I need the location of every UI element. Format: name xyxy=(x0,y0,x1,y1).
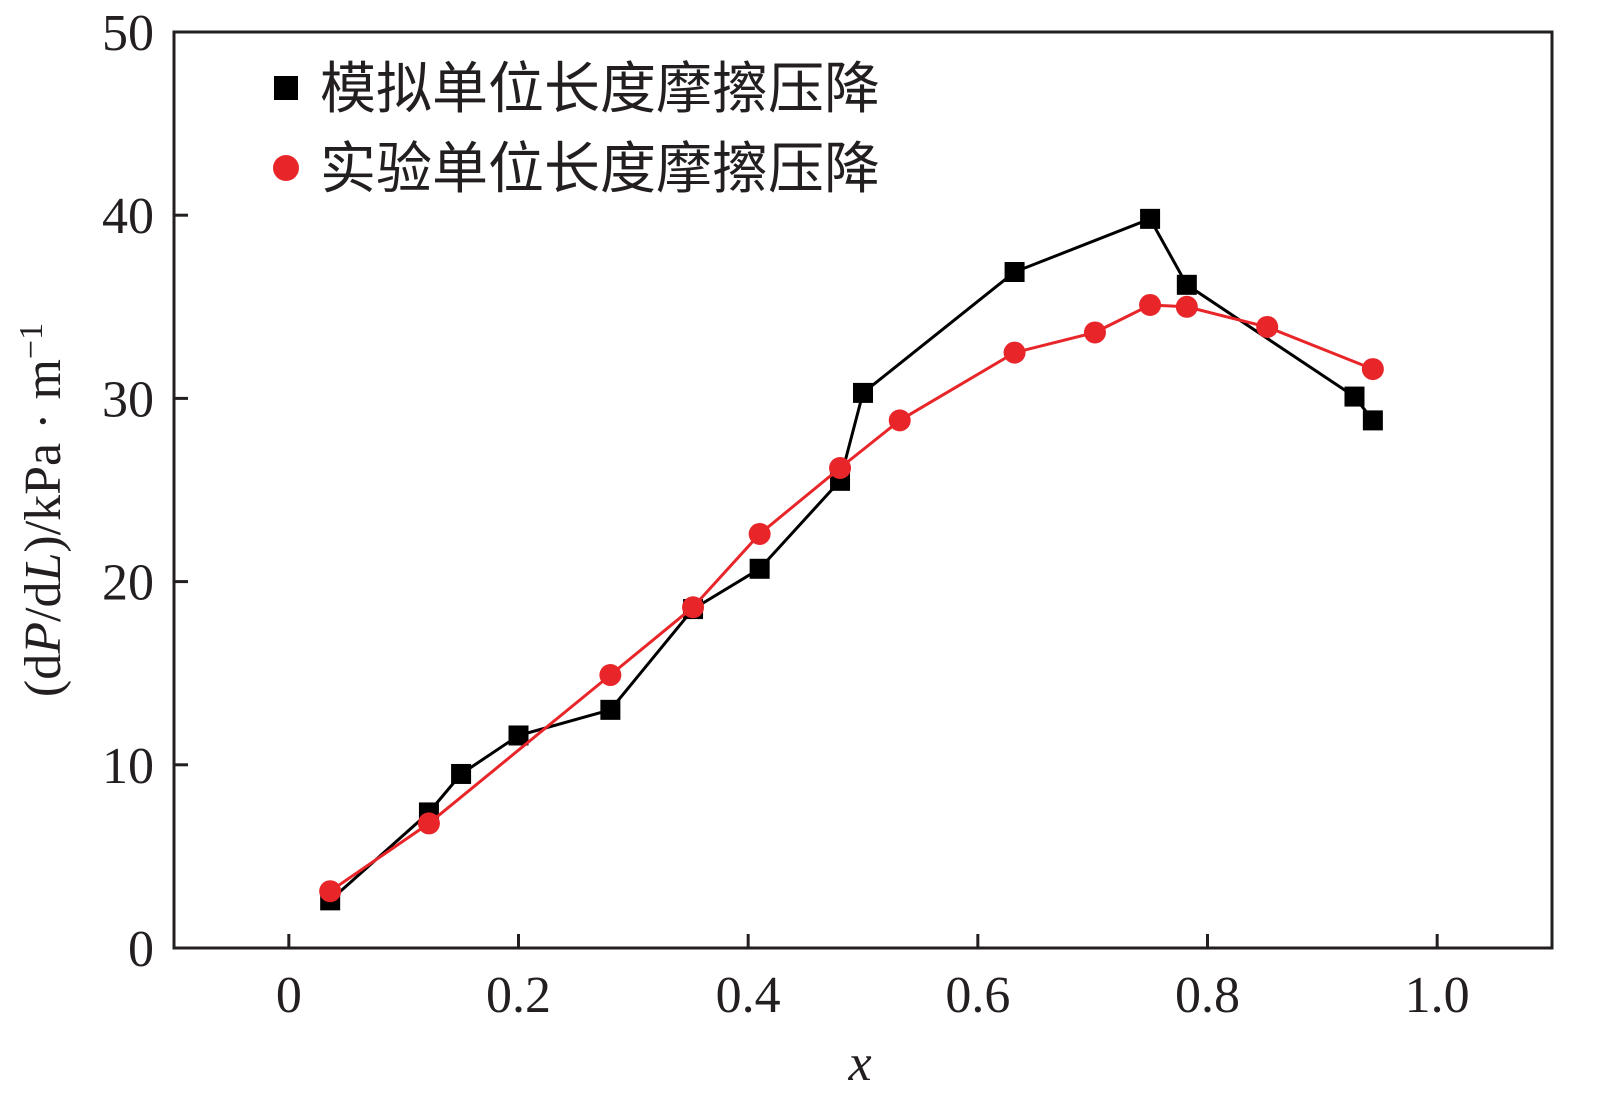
data-point-circle xyxy=(599,664,622,687)
x-tick-label: 1.0 xyxy=(1405,967,1470,1024)
data-point-square xyxy=(600,699,621,720)
data-point-square xyxy=(749,558,770,579)
data-point-circle xyxy=(1256,315,1279,338)
data-point-square xyxy=(1344,386,1365,407)
data-point-square xyxy=(508,725,529,746)
y-axis-label-part: P xyxy=(15,622,72,655)
tick-labels: 0 0.2 0.4 0.6 0.8 1.0 0 10 20 30 40 50 xyxy=(102,5,1470,1024)
data-point-square xyxy=(1140,208,1161,229)
plot-frame xyxy=(172,30,1554,950)
series-line xyxy=(329,217,1375,902)
legend-marker-square xyxy=(274,76,298,100)
x-tick-label: 0.4 xyxy=(716,967,781,1024)
data-point-square xyxy=(853,382,873,403)
y-tick-label: 10 xyxy=(102,738,154,795)
legend-label: 模拟单位长度摩擦压降 xyxy=(320,57,880,122)
legend-label: 实验单位长度摩擦压降 xyxy=(320,137,880,202)
data-point-circle xyxy=(888,409,911,432)
y-axis-label-part: )/kPa · m xyxy=(15,359,72,553)
data-point-square xyxy=(451,763,472,784)
y-tick-label: 30 xyxy=(102,371,154,428)
x-tick-label: 0.2 xyxy=(486,967,551,1024)
x-tick-label: 0 xyxy=(276,967,302,1024)
y-axis-label-part: −1 xyxy=(13,323,50,359)
data-point-circle xyxy=(1139,293,1162,316)
y-axis-label-part: /d xyxy=(15,582,72,622)
data-point-circle xyxy=(1003,341,1026,364)
series-2 xyxy=(319,293,1384,903)
y-tick-label: 20 xyxy=(102,555,154,612)
axes xyxy=(172,30,1554,950)
y-axis-label-part: (d xyxy=(15,654,72,697)
y-axis-label-part: L xyxy=(15,553,72,583)
y-axis-label: (dP/dL)/kPa · m−1 xyxy=(13,323,73,697)
data-point-circle xyxy=(748,522,771,545)
data-point-square xyxy=(1176,274,1197,295)
series-layer xyxy=(319,208,1384,911)
legend-marker-circle xyxy=(273,155,299,181)
x-tick-label: 0.8 xyxy=(1175,967,1240,1024)
data-point-square xyxy=(1362,410,1383,431)
data-point-circle xyxy=(829,457,852,480)
data-point-circle xyxy=(319,880,342,903)
series-line xyxy=(329,303,1374,893)
y-tick-label: 50 xyxy=(102,5,154,62)
x-axis-label: x xyxy=(847,1035,871,1092)
data-point-circle xyxy=(1083,321,1106,344)
data-point-circle xyxy=(1175,295,1198,318)
y-tick-label: 0 xyxy=(128,921,154,978)
series-1 xyxy=(320,208,1383,911)
data-point-square xyxy=(1004,261,1025,282)
data-point-circle xyxy=(417,812,440,835)
x-tick-label: 0.6 xyxy=(945,967,1010,1024)
data-point-circle xyxy=(1361,358,1384,381)
y-tick-label: 40 xyxy=(102,188,154,245)
data-point-circle xyxy=(682,596,705,619)
